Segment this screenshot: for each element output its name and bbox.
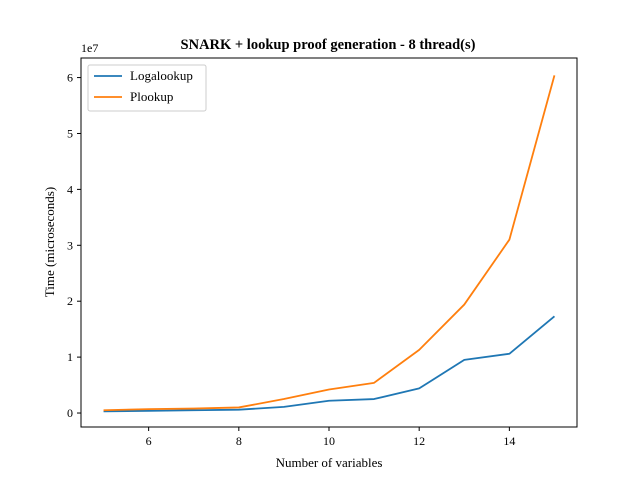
legend-label-logalookup: Logalookup — [130, 68, 193, 83]
x-axis-label: Number of variables — [276, 455, 383, 470]
y-tick-label: 1 — [67, 350, 73, 364]
y-axis-label: Time (microseconds) — [42, 187, 57, 297]
legend-label-plookup: Plookup — [130, 89, 173, 104]
x-tick-label: 8 — [236, 434, 242, 448]
y-tick-label: 2 — [67, 294, 73, 308]
x-tick-label: 12 — [413, 434, 425, 448]
series-line-logalookup — [103, 315, 556, 413]
y-tick-label: 4 — [67, 182, 73, 196]
y-tick-label: 6 — [67, 71, 73, 85]
y-tick-label: 0 — [67, 406, 73, 420]
y-multiplier-label: 1e7 — [81, 41, 98, 55]
x-tick-label: 14 — [503, 434, 515, 448]
plot-area-frame — [80, 57, 578, 428]
x-tick-label: 6 — [146, 434, 152, 448]
chart-title: SNARK + lookup proof generation - 8 thre… — [181, 37, 476, 53]
y-tick-label: 5 — [67, 126, 73, 140]
y-tick-label: 3 — [67, 238, 73, 252]
series-lines — [103, 75, 556, 413]
y-axis: 0 1 2 3 4 5 6 — [67, 71, 81, 420]
legend: Logalookup Plookup — [87, 64, 207, 112]
series-line-plookup — [103, 75, 556, 412]
x-tick-label: 10 — [323, 434, 335, 448]
x-axis: 6 8 10 12 14 — [146, 427, 515, 448]
